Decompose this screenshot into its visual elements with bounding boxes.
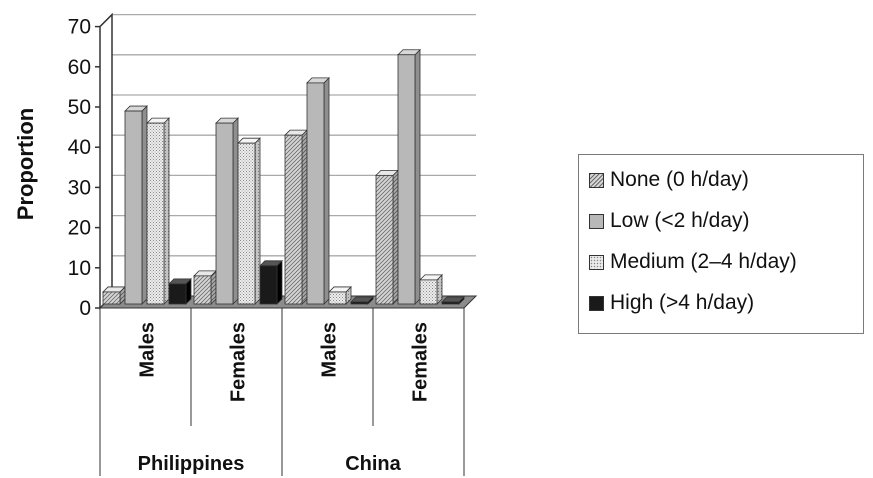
bar-side [163, 117, 170, 305]
legend-item-none: None (0 h/day) [589, 165, 749, 195]
bar-side [210, 269, 217, 305]
bar-low-2 [306, 76, 330, 305]
bar-side [301, 129, 308, 305]
y-tick-label: 40 [68, 136, 91, 159]
x-category-label: Males [319, 322, 341, 378]
legend-swatch-medium [589, 254, 604, 270]
bar-side [276, 259, 283, 305]
bar-medium-0 [146, 117, 170, 305]
y-axis-wall [99, 12, 113, 310]
y-tick-label: 20 [68, 217, 91, 240]
bar-front [168, 283, 187, 305]
legend-label-none: None (0 h/day) [610, 168, 749, 191]
bar-side [414, 48, 421, 305]
bar-side [254, 137, 261, 305]
bar-none-3 [375, 169, 399, 305]
bar-none-1 [193, 269, 217, 305]
legend-item-medium: Medium (2–4 h/day) [589, 247, 797, 277]
bar-side [141, 105, 148, 305]
legend-label-medium: Medium (2–4 h/day) [610, 250, 797, 273]
legend-swatch-low [589, 213, 604, 229]
bar-front [306, 82, 325, 305]
bar-side [323, 76, 330, 305]
bar-front [102, 291, 121, 305]
bar-front [124, 110, 143, 305]
bar-medium-1 [237, 137, 261, 305]
x-group-label: Philippines [138, 453, 245, 475]
bar-front [375, 174, 394, 305]
bar-high-2 [350, 296, 374, 305]
bar-medium-2 [328, 285, 352, 305]
bar-none-2 [284, 129, 308, 305]
bar-front [397, 54, 416, 305]
bar-side [392, 169, 399, 305]
bar-side [232, 117, 239, 305]
bar-high-3 [441, 296, 465, 305]
x-category-label: Females [410, 322, 432, 402]
legend-label-high: High (>4 h/day) [610, 291, 755, 314]
bar-front [419, 279, 438, 305]
x-group-label: China [345, 453, 401, 475]
bar-front [284, 134, 303, 305]
bar-front [259, 265, 278, 305]
bar-low-3 [397, 48, 421, 305]
bar-front [237, 142, 256, 305]
legend-swatch-none [589, 172, 604, 188]
y-axis-title: Proportion [13, 108, 38, 220]
x-category-label: Males [137, 322, 159, 378]
legend-item-high: High (>4 h/day) [589, 288, 754, 318]
bar-front [441, 301, 460, 305]
bar-front [215, 122, 234, 305]
bar-low-1 [215, 117, 239, 305]
bar-high-0 [168, 277, 192, 305]
y-tick-label: 0 [79, 297, 91, 320]
legend-label-low: Low (<2 h/day) [610, 209, 750, 232]
bar-front [350, 301, 369, 305]
bar-none-0 [102, 285, 126, 305]
bar-front [328, 291, 347, 305]
legend-item-low: Low (<2 h/day) [589, 206, 750, 236]
bar-front [146, 122, 165, 305]
y-tick-label: 70 [68, 16, 91, 39]
bar-front [193, 275, 212, 305]
y-tick-label: 10 [68, 257, 91, 280]
legend: None (0 h/day) Low (<2 h/day) Medium (2–… [578, 154, 864, 334]
bar-low-0 [124, 105, 148, 305]
y-tick-label: 60 [68, 56, 91, 79]
legend-swatch-high [589, 295, 604, 311]
bar-medium-3 [419, 273, 443, 305]
y-tick-label: 30 [68, 176, 91, 199]
y-tick-label: 50 [68, 96, 91, 119]
x-category-label: Females [228, 322, 250, 402]
bar-high-1 [259, 259, 283, 305]
